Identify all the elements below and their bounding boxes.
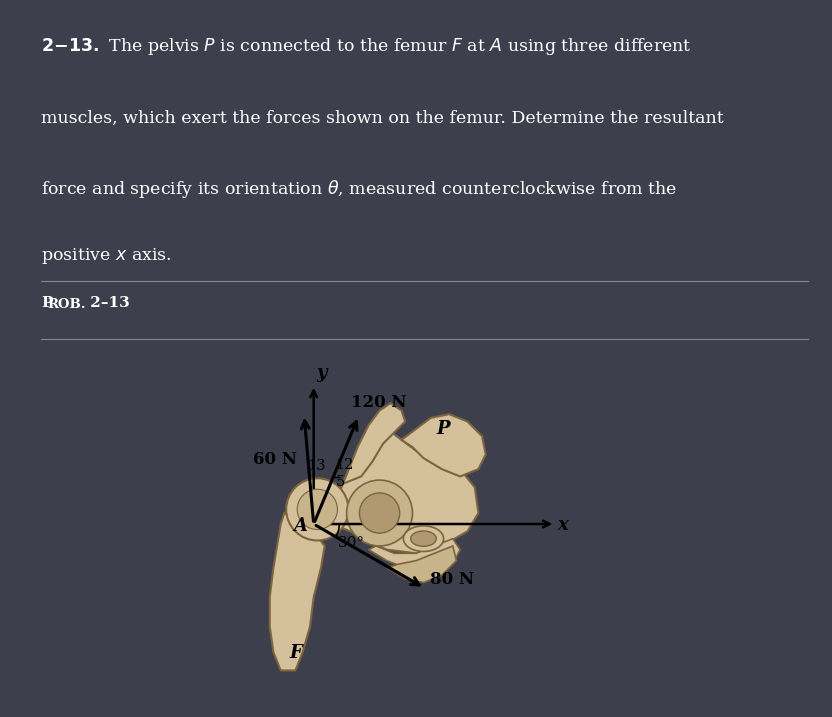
Circle shape [347, 480, 413, 546]
Polygon shape [369, 538, 460, 571]
Polygon shape [270, 513, 324, 670]
Text: P: P [436, 420, 450, 438]
Text: 13: 13 [307, 460, 325, 473]
Text: 120 N: 120 N [351, 394, 407, 411]
Polygon shape [332, 422, 478, 554]
Text: 5: 5 [336, 475, 345, 489]
Circle shape [297, 489, 338, 530]
Text: 2–13: 2–13 [85, 295, 130, 310]
Text: F: F [290, 644, 303, 662]
Text: A: A [294, 518, 308, 536]
Text: 12: 12 [335, 458, 354, 473]
Polygon shape [387, 546, 457, 583]
Circle shape [359, 493, 399, 533]
Text: x: x [557, 516, 568, 533]
Polygon shape [402, 414, 486, 476]
Text: ROB.: ROB. [47, 298, 86, 310]
Text: $\mathbf{2\!-\!13.}$ The pelvis $P$ is connected to the femur $F$ at $A$ using t: $\mathbf{2\!-\!13.}$ The pelvis $P$ is c… [41, 36, 691, 57]
Text: 80 N: 80 N [430, 571, 474, 589]
Text: 30°: 30° [338, 536, 364, 550]
Text: P: P [41, 295, 52, 310]
Text: positive $x$ axis.: positive $x$ axis. [41, 246, 171, 266]
Text: 60 N: 60 N [253, 451, 297, 468]
Text: force and specify its orientation $\theta$, measured counterclockwise from the: force and specify its orientation $\thet… [41, 178, 677, 200]
Text: muscles, which exert the forces shown on the femur. Determine the resultant: muscles, which exert the forces shown on… [41, 110, 724, 127]
Circle shape [286, 478, 349, 541]
Ellipse shape [404, 526, 443, 551]
Text: y: y [317, 364, 327, 381]
Polygon shape [343, 403, 405, 484]
Ellipse shape [411, 531, 436, 546]
